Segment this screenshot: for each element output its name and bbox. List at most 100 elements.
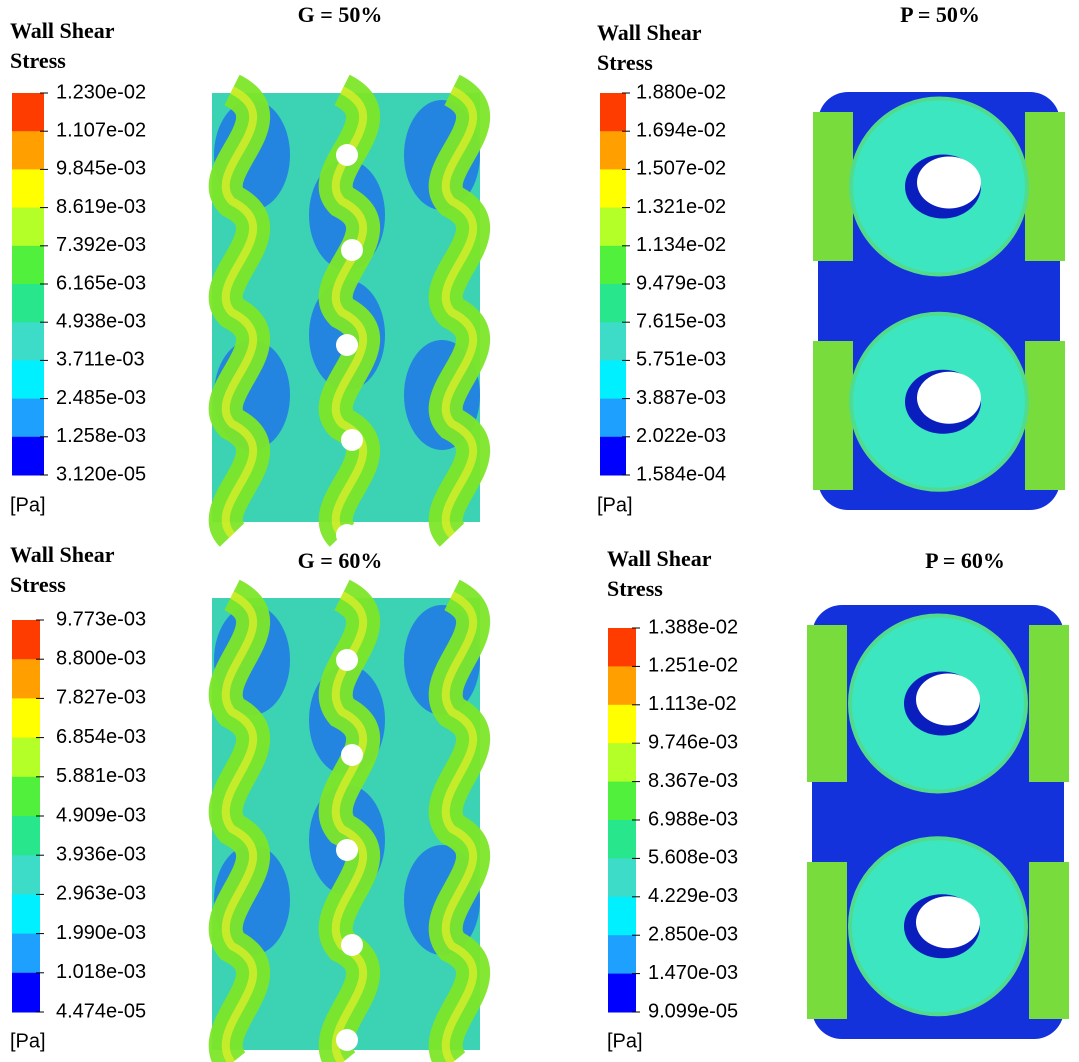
legend-label: 1.880e-02 xyxy=(636,81,726,103)
legend-label: 2.485e-03 xyxy=(56,387,146,409)
legend-label: 1.251e-02 xyxy=(648,655,738,677)
legend-label: 1.694e-02 xyxy=(636,119,726,141)
legend-label: 1.107e-02 xyxy=(56,119,146,141)
panel: G = 50%Wall ShearStress1.230e-021.107e-0… xyxy=(10,2,480,546)
pore xyxy=(336,334,358,356)
color-band xyxy=(12,360,44,399)
legend-title: Stress xyxy=(10,572,66,597)
color-band xyxy=(12,93,44,132)
legend-label: 9.479e-03 xyxy=(636,272,726,294)
legend-label: 1.018e-03 xyxy=(56,961,146,983)
legend-label: 8.800e-03 xyxy=(56,647,146,669)
panel-title: G = 60% xyxy=(298,548,383,573)
simulation-render xyxy=(212,595,480,1062)
side-left xyxy=(807,625,847,782)
color-band xyxy=(608,705,636,744)
legend-label: 1.507e-02 xyxy=(636,158,726,180)
legend-label: 2.850e-03 xyxy=(648,923,738,945)
color-band xyxy=(12,246,44,285)
color-band xyxy=(600,169,626,208)
side-right xyxy=(1025,341,1065,490)
color-band xyxy=(600,246,626,285)
color-band xyxy=(600,360,626,399)
legend-label: 7.827e-03 xyxy=(56,687,146,709)
color-band xyxy=(600,399,626,438)
legend-label: 2.022e-03 xyxy=(636,425,726,447)
legend-label: 7.615e-03 xyxy=(636,310,726,332)
side-left xyxy=(807,862,847,1019)
side-left xyxy=(813,341,853,490)
legend-label: 3.936e-03 xyxy=(56,843,146,865)
color-band xyxy=(608,935,636,974)
legend-label: 4.909e-03 xyxy=(56,804,146,826)
color-band xyxy=(12,816,40,856)
legend-label: 2.963e-03 xyxy=(56,883,146,905)
legend-title: Stress xyxy=(10,48,66,73)
legend-label: 4.474e-05 xyxy=(56,1000,146,1022)
legend-label: 1.470e-03 xyxy=(648,962,738,984)
legend-label: 1.388e-02 xyxy=(648,616,738,638)
color-band xyxy=(12,284,44,323)
color-band xyxy=(12,973,40,1013)
pore xyxy=(336,649,358,671)
legend-label: 9.099e-05 xyxy=(648,1000,738,1022)
color-band xyxy=(608,820,636,859)
legend-label: 3.711e-03 xyxy=(56,349,145,371)
panel-title: P = 50% xyxy=(900,2,980,27)
legend-label: 6.165e-03 xyxy=(56,272,146,294)
legend-title: Stress xyxy=(597,50,653,75)
legend-label: 3.120e-05 xyxy=(56,463,146,485)
color-band xyxy=(608,628,636,667)
unit: [Pa] xyxy=(597,494,633,516)
hole-opening xyxy=(916,896,980,948)
color-band xyxy=(608,782,636,821)
hole-opening xyxy=(916,674,980,726)
color-band xyxy=(12,659,40,699)
legend-label: 1.230e-02 xyxy=(56,81,146,103)
side-right xyxy=(1025,112,1065,261)
pore xyxy=(336,839,358,861)
figure: G = 50%Wall ShearStress1.230e-021.107e-0… xyxy=(0,0,1079,1062)
color-band xyxy=(12,855,40,895)
legend-label: 9.773e-03 xyxy=(56,608,146,630)
legend-label: 9.845e-03 xyxy=(56,158,146,180)
color-band xyxy=(600,284,626,323)
legend-label: 1.321e-02 xyxy=(636,196,726,218)
legend-label: 8.619e-03 xyxy=(56,196,146,218)
pore xyxy=(336,524,358,546)
unit: [Pa] xyxy=(10,494,46,516)
unit: [Pa] xyxy=(607,1030,643,1052)
hole-opening xyxy=(917,372,981,424)
pore xyxy=(341,429,363,451)
color-band xyxy=(12,620,40,660)
panel: P = 50% Wall Shear Stress 1.880e-02 1.694e-0… xyxy=(597,2,1065,516)
legend-label: 6.988e-03 xyxy=(648,808,738,830)
color-band xyxy=(600,437,626,476)
color-band xyxy=(608,897,636,936)
panel: G = 60%Wall ShearStress9.773e-038.800e-0… xyxy=(10,542,480,1062)
side-right xyxy=(1029,625,1069,782)
panel: P = 60%Wall ShearStress1.388e-021.251e-0… xyxy=(607,546,1069,1052)
simulation-render xyxy=(813,92,1065,510)
legend-title: Wall Shear xyxy=(607,546,712,571)
legend-label: 1.990e-03 xyxy=(56,922,146,944)
hole-opening xyxy=(917,157,981,209)
color-band xyxy=(12,399,44,438)
pore xyxy=(341,239,363,261)
color-band xyxy=(12,208,44,247)
legend-label: 9.746e-03 xyxy=(648,731,738,753)
unit: [Pa] xyxy=(10,1030,46,1052)
color-band xyxy=(12,437,44,476)
legend-label: 5.751e-03 xyxy=(636,349,726,371)
color-band xyxy=(12,934,40,974)
legend-label: 5.608e-03 xyxy=(648,847,738,869)
legend-title: Wall Shear xyxy=(597,20,702,45)
color-band xyxy=(12,169,44,208)
color-band xyxy=(600,131,626,170)
color-band xyxy=(12,131,44,170)
color-band xyxy=(608,858,636,897)
simulation-render xyxy=(212,90,480,546)
legend-label: 1.258e-03 xyxy=(56,425,146,447)
legend-label: 7.392e-03 xyxy=(56,234,146,256)
pore xyxy=(336,144,358,166)
